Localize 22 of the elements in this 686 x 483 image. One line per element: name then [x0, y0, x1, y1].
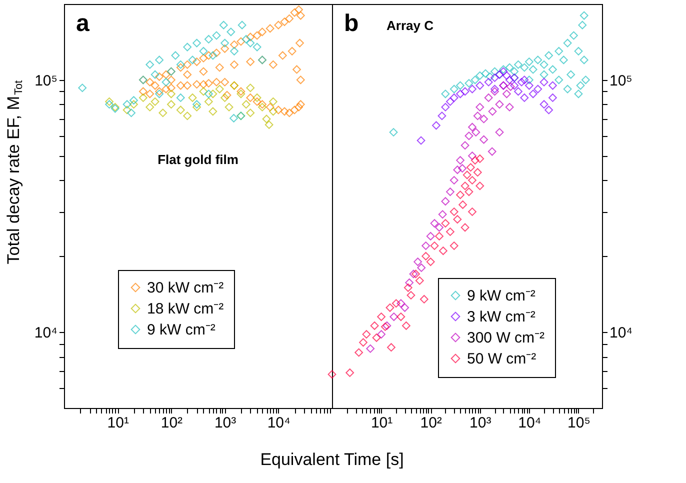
- x-tick-label: 10³: [470, 414, 492, 432]
- legend-label: 9 kW cm⁻²: [147, 322, 216, 338]
- legend-label: 30 kW cm⁻²: [147, 280, 224, 296]
- x-tick-label: 10²: [160, 414, 183, 432]
- legend-label: 50 W cm⁻²: [467, 350, 536, 368]
- legend-label: 300 W cm⁻²: [467, 330, 545, 346]
- legend-label: 9 kW cm⁻²: [467, 288, 536, 304]
- x-tick-label: 10⁴: [267, 414, 290, 432]
- legend-label: 18 kW cm⁻²: [147, 300, 224, 318]
- annotation: b: [344, 10, 359, 37]
- legend-label: 3 kW cm⁻²: [467, 308, 536, 326]
- annotation: Array C: [386, 18, 434, 33]
- x-tick-label: 10¹: [107, 414, 129, 432]
- x-tick-label: 10²: [420, 414, 442, 432]
- x-axis-title: Equivalent Time [s]: [260, 450, 404, 469]
- x-tick-label: 10³: [214, 414, 236, 432]
- annotation: Flat gold film: [158, 152, 238, 167]
- annotation: a: [76, 10, 90, 37]
- x-tick-label: 10¹: [370, 414, 393, 432]
- x-tick-label: 10⁴: [518, 414, 542, 432]
- y-axis-title: Total decay rate EF, MTot: [4, 80, 25, 264]
- x-tick-label: 10⁵: [568, 414, 590, 432]
